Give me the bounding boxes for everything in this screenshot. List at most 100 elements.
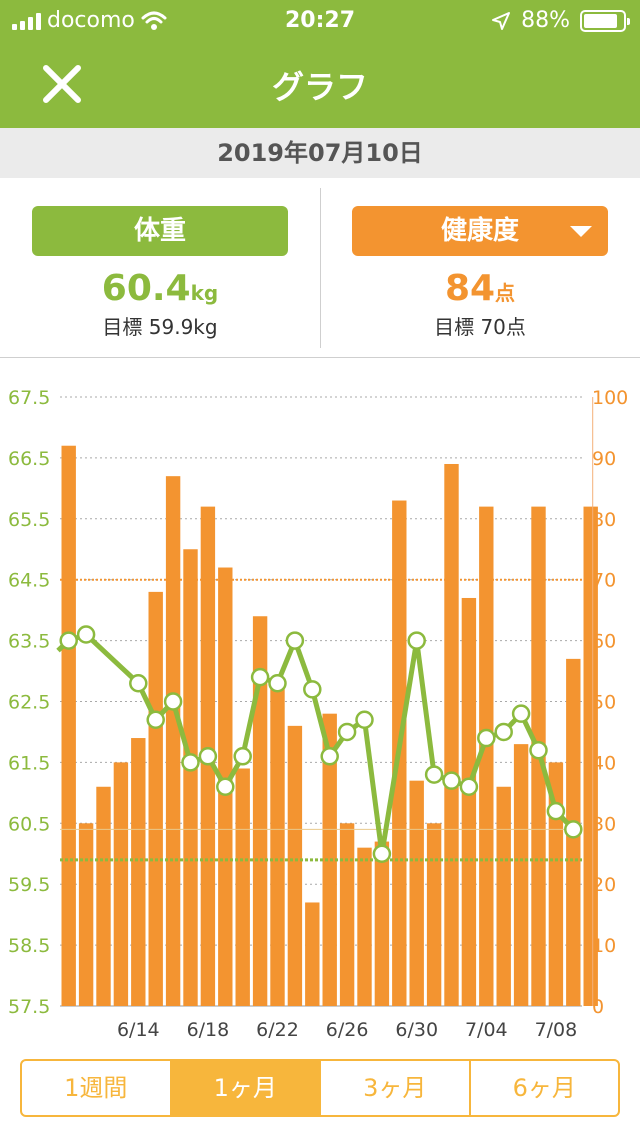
metrics-panel: 体重 60.4kg 目標 59.9kg 健康度 84点 目標 70点 (0, 178, 640, 358)
health-dropdown-button[interactable]: 健康度 (352, 206, 608, 256)
x-tick-label: 6/18 (187, 1019, 230, 1041)
weight-point (129, 673, 148, 693)
right-axis-tick-label: 10 (592, 935, 616, 957)
right-axis-tick-label: 80 (592, 509, 616, 531)
weight-point (76, 625, 96, 644)
left-axis-tick-label: 57.5 (8, 996, 50, 1018)
health-bar (148, 591, 163, 1006)
x-tick-label: 7/04 (465, 1019, 508, 1041)
health-unit: 点 (495, 281, 516, 305)
left-axis-tick-label: 62.5 (8, 692, 50, 714)
weight-point (355, 710, 374, 730)
status-bar: docomo 20:27 88% (0, 0, 640, 40)
x-tick-label: 6/30 (395, 1019, 438, 1041)
right-axis-tick-label: 70 (592, 570, 616, 592)
weight-point (442, 771, 461, 790)
status-right: 88% (491, 8, 630, 33)
weight-goal: 目標 59.9kg (102, 315, 218, 339)
location-arrow-icon (492, 11, 511, 30)
left-axis-tick-label: 63.5 (8, 631, 50, 653)
weight-point (250, 667, 270, 687)
wifi-icon (141, 11, 167, 30)
weight-point (146, 710, 165, 730)
weight-point (216, 777, 235, 797)
health-bar (183, 549, 198, 1006)
chart-area[interactable]: 67.5 100 66.5 90 65.5 80 64.5 70 63.5 60 62.5 50 61.… (0, 360, 640, 1050)
health-bar (409, 780, 424, 1006)
weight-point (337, 722, 357, 742)
health-bar (322, 713, 337, 1006)
health-bar (165, 476, 181, 1006)
weight-point (529, 740, 548, 760)
x-tick-label: 6/14 (117, 1019, 160, 1041)
health-bar (374, 841, 390, 1006)
health-bar (305, 902, 320, 1006)
metrics-divider (320, 188, 321, 348)
battery-percent: 88% (521, 8, 570, 33)
weight-point (181, 753, 200, 772)
health-bar (96, 786, 111, 1006)
health-bar (496, 786, 511, 1006)
health-bar (235, 768, 250, 1006)
health-number: 84 (444, 268, 496, 309)
left-axis-tick-label: 67.5 (8, 387, 50, 409)
weight-metric: 体重 60.4kg 目標 59.9kg (32, 206, 288, 340)
health-bar (444, 463, 459, 1006)
weight-point (163, 692, 183, 711)
health-button-label: 健康度 (440, 216, 519, 246)
health-bar (78, 823, 94, 1006)
health-bar (461, 597, 477, 1006)
health-bar (113, 762, 129, 1006)
health-value: 84点 (352, 268, 608, 309)
weight-button[interactable]: 体重 (32, 206, 288, 256)
weight-point (303, 680, 322, 699)
weight-point (477, 728, 496, 748)
weight-point (511, 704, 531, 723)
tab-6-months[interactable]: 6ヶ月 (512, 1074, 576, 1102)
caret-down-icon (570, 226, 592, 237)
weight-point (424, 765, 444, 784)
right-axis-tick-label: 60 (592, 631, 616, 653)
right-axis-tick-label: 40 (592, 752, 616, 774)
left-axis-tick-label: 64.5 (8, 570, 50, 592)
carrier-group: docomo (12, 8, 167, 33)
x-tick-label: 6/26 (326, 1019, 369, 1041)
status-time: 20:27 (284, 8, 356, 33)
close-icon[interactable] (40, 62, 84, 106)
health-bar (548, 762, 564, 1006)
weight-point (59, 631, 78, 650)
health-bar (426, 823, 442, 1006)
health-bar (287, 725, 303, 1006)
weight-unit: kg (190, 281, 219, 305)
health-goal: 目標 70点 (434, 315, 526, 339)
health-bar (583, 506, 598, 1006)
tab-3-months[interactable]: 3ヶ月 (321, 1061, 471, 1115)
weight-point (494, 722, 513, 742)
health-bar (61, 445, 76, 1007)
left-axis-tick-label: 66.5 (8, 448, 50, 470)
health-bar (479, 506, 494, 1006)
left-axis-tick-label: 59.5 (8, 874, 50, 896)
weight-point (407, 631, 426, 650)
left-axis-tick-label: 60.5 (8, 813, 50, 835)
weight-button-label: 体重 (133, 216, 186, 246)
signal-strength-icon (12, 12, 41, 30)
date-label: 2019年07月10日 (0, 128, 640, 178)
weight-value: 60.4kg (32, 268, 288, 309)
weight-point (198, 747, 218, 766)
tab-1-month[interactable]: 1ヶ月 (171, 1061, 321, 1115)
chart-svg[interactable]: 67.5 100 66.5 90 65.5 80 64.5 70 63.5 60 62.5 50 61.… (0, 360, 640, 1050)
right-axis-tick-label: 100 (592, 387, 628, 409)
x-tick-label: 6/22 (256, 1019, 299, 1041)
weight-point (233, 747, 252, 766)
tab-1-week[interactable]: 1週間 (22, 1061, 172, 1115)
left-axis-tick-label: 58.5 (8, 935, 50, 957)
weight-point (268, 673, 287, 693)
period-tabs: 1週間 1ヶ月 3ヶ月 6ヶ月 (20, 1059, 620, 1117)
nav-bar: グラフ (0, 40, 640, 128)
weight-point (285, 631, 305, 650)
health-bar (513, 744, 529, 1006)
health-bar (357, 847, 372, 1006)
weight-point (546, 801, 566, 821)
health-metric: 健康度 84点 目標 70点 (352, 206, 608, 340)
